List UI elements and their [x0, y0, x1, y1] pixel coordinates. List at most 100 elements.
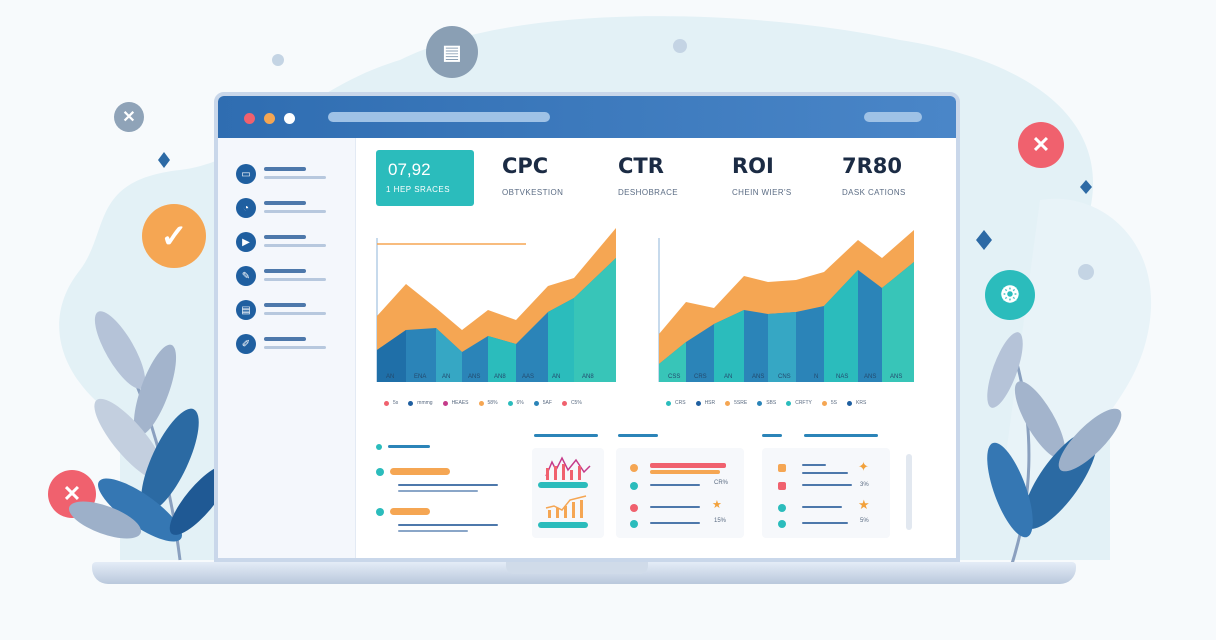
- x-tick: ANS: [468, 374, 480, 380]
- x-tick: NAS: [836, 374, 848, 380]
- kpi-value: ROI: [732, 154, 774, 178]
- stats-panel[interactable]: CR% ★ 15%: [616, 448, 744, 538]
- sidebar-item-4[interactable]: ✎: [236, 266, 346, 288]
- laptop-screen: ▭ ◔ ▶ ✎ ▤ ✐ 07,92 1 HEP SRACES CPC OBTVK…: [214, 92, 960, 562]
- stat-line: [802, 506, 842, 508]
- kpi-label: CHEIN WIER'S: [732, 188, 792, 197]
- x-tick: ENA: [414, 374, 426, 380]
- panel-header-line: [804, 434, 878, 437]
- stat-line: [802, 464, 826, 466]
- maximize-window-button[interactable]: [284, 113, 295, 124]
- status-dot: [778, 520, 786, 528]
- stat-line: [802, 472, 848, 474]
- star-icon: ★: [712, 499, 722, 511]
- plant-right: [987, 332, 1122, 571]
- sidebar-item-3[interactable]: ▶: [236, 232, 346, 254]
- kpi-ctr: CTR DESHOBRACE: [618, 154, 678, 197]
- mini-chart-panel[interactable]: [532, 448, 604, 538]
- x-tick: AAS: [522, 374, 534, 380]
- legend-item: HSR: [695, 400, 715, 406]
- x-tick: AN8: [494, 374, 506, 380]
- settings-icon: ❂: [985, 270, 1035, 320]
- area-chart-right: CSS CRS AN ANS CNS N NAS ANS ANS: [658, 230, 914, 382]
- kpi-label: OBTVKESTION: [502, 188, 564, 197]
- legend-item: HEAES: [442, 400, 469, 406]
- x-tick: AN: [442, 374, 450, 380]
- sidebar-item-5[interactable]: ▤: [236, 300, 346, 322]
- list-line: [398, 530, 468, 532]
- sidebar-item-1[interactable]: ▭: [236, 164, 346, 186]
- stat-line: [650, 506, 700, 508]
- plant-left: [68, 311, 231, 561]
- stat-bar: [650, 463, 726, 468]
- status-dot: [630, 464, 638, 472]
- list-bar: [390, 508, 430, 515]
- tv-icon: ▭: [236, 164, 256, 184]
- chart-legend-right: CRS HSR 5SRE SBS CRFTY 5S KRS: [666, 400, 866, 406]
- legend-item: SBS: [757, 400, 776, 406]
- list-line: [398, 524, 498, 526]
- rating-panel[interactable]: ✦ 3% ★ 5%: [762, 448, 890, 538]
- tools-icon: ✎: [236, 266, 256, 286]
- toolbar-control[interactable]: [864, 112, 922, 122]
- kpi-card-primary[interactable]: 07,92 1 HEP SRACES: [376, 150, 474, 206]
- x-tick: ANS: [890, 374, 902, 380]
- check-icon: ✓: [142, 204, 206, 268]
- legend-item: KRS: [847, 400, 866, 406]
- x-tick: AN8: [582, 374, 594, 380]
- dashboard-main: 07,92 1 HEP SRACES CPC OBTVKESTION CTR D…: [360, 138, 932, 558]
- edit-icon: ✐: [236, 334, 256, 354]
- kpi-label: DASK CATIONS: [842, 188, 906, 197]
- legend-item: CRS: [666, 400, 686, 406]
- x-tick: CRS: [694, 374, 707, 380]
- legend-item: 5AF: [533, 400, 552, 406]
- kpi-roi: ROI CHEIN WIER'S: [732, 154, 792, 197]
- kpi-label: DESHOBRACE: [618, 188, 679, 197]
- stat-value: 3%: [860, 482, 869, 488]
- legend-item: 6%: [507, 400, 524, 406]
- x-tick: ANS: [752, 374, 764, 380]
- sidebar-item-2[interactable]: ◔: [236, 198, 346, 220]
- x-tick: AN: [724, 374, 732, 380]
- sidebar: ▭ ◔ ▶ ✎ ▤ ✐: [218, 138, 356, 558]
- legend-item: 5SRE: [725, 400, 747, 406]
- legend-item: 58%: [478, 400, 498, 406]
- status-dot: [778, 464, 786, 472]
- close-window-button[interactable]: [244, 113, 255, 124]
- kpi-other: 7R80 DASK CATIONS: [842, 154, 906, 197]
- close-icon: ✕: [1018, 122, 1064, 168]
- x-tick: ANS: [864, 374, 876, 380]
- kpi-value: 07,92: [388, 160, 431, 179]
- x-tick: AN: [552, 374, 560, 380]
- address-bar[interactable]: [328, 112, 550, 122]
- list-dot: [376, 444, 382, 450]
- play-icon: ▶: [236, 232, 256, 252]
- x-tick: CSS: [668, 374, 680, 380]
- list-line: [398, 484, 498, 486]
- sidebar-item-6[interactable]: ✐: [236, 334, 346, 356]
- list-header-line: [388, 445, 430, 448]
- status-dot: [630, 482, 638, 490]
- area-chart-left: AN ENA AN ANS AN8 AAS AN AN8: [376, 228, 616, 382]
- stat-line: [802, 522, 848, 524]
- scrollbar[interactable]: [906, 454, 912, 530]
- document-icon: ▤: [426, 26, 478, 78]
- window-titlebar: [218, 96, 956, 138]
- close-icon: ✕: [114, 102, 144, 132]
- status-dot: [630, 520, 638, 528]
- status-dot: [778, 504, 786, 512]
- star-icon: ✦: [858, 459, 869, 474]
- stat-line: [650, 522, 700, 524]
- list-dot: [376, 508, 384, 516]
- minimize-window-button[interactable]: [264, 113, 275, 124]
- x-tick: N: [814, 374, 818, 380]
- laptop-notch: [506, 562, 648, 574]
- legend-item: CRFTY: [786, 400, 812, 406]
- status-dot: [630, 504, 638, 512]
- list-dot: [376, 468, 384, 476]
- x-tick: AN: [386, 374, 394, 380]
- stat-value: 15%: [714, 518, 727, 524]
- legend-item: mmmg: [408, 400, 433, 406]
- document-icon: ▤: [236, 300, 256, 320]
